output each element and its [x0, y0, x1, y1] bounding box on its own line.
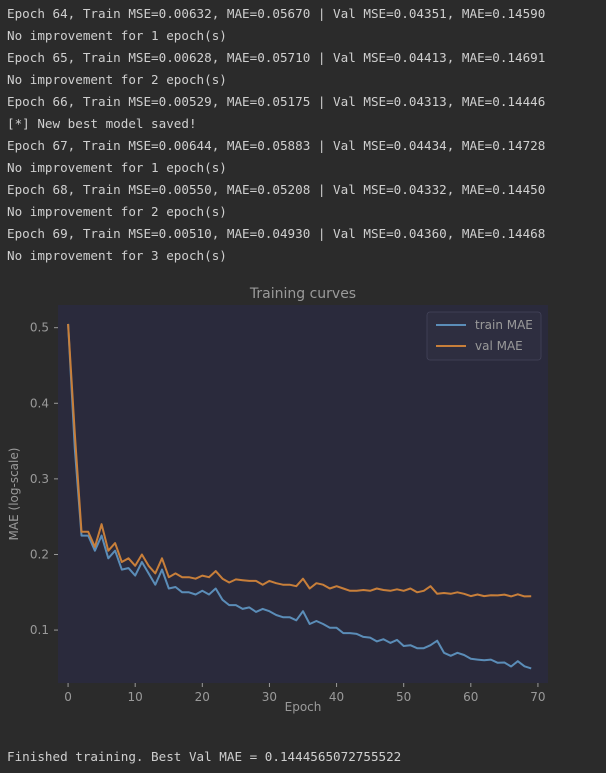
y-tick-label: 0.4	[30, 396, 49, 410]
x-tick-label: 40	[329, 690, 344, 704]
x-tick-label: 50	[396, 690, 411, 704]
legend: train MAE val MAE	[426, 311, 542, 361]
log-line: No improvement for 1 epoch(s)	[7, 160, 227, 175]
log-line: Epoch 69, Train MSE=0.00510, MAE=0.04930…	[7, 226, 546, 241]
plot-area	[58, 305, 548, 683]
series-line-val-mae	[67, 323, 532, 598]
y-axis-label: MAE (log-scale)	[7, 448, 21, 541]
log-line: No improvement for 3 epoch(s)	[7, 248, 227, 263]
log-line: Epoch 68, Train MSE=0.00550, MAE=0.05208…	[7, 182, 546, 197]
x-axis-ticks: 0 10 20 30 40 50 60 70	[64, 683, 546, 704]
log-line: Epoch 66, Train MSE=0.00529, MAE=0.05175…	[7, 94, 546, 109]
y-axis-ticks: 0.1 0.2 0.3 0.4 0.5	[30, 321, 58, 637]
series-layer	[67, 323, 532, 670]
x-tick-label: 60	[463, 690, 478, 704]
legend-label-train: train MAE	[475, 318, 533, 332]
console-output: Epoch 64, Train MSE=0.00632, MAE=0.05670…	[7, 3, 602, 267]
chart-title: Training curves	[249, 286, 356, 302]
log-line: No improvement for 2 epoch(s)	[7, 72, 227, 87]
log-line: No improvement for 2 epoch(s)	[7, 204, 227, 219]
log-line: No improvement for 1 epoch(s)	[7, 28, 227, 43]
y-tick-label: 0.1	[30, 623, 49, 637]
y-tick-label: 0.5	[30, 321, 49, 335]
x-tick-label: 10	[128, 690, 143, 704]
x-tick-label: 70	[530, 690, 545, 704]
log-line: Epoch 64, Train MSE=0.00632, MAE=0.05670…	[7, 6, 546, 21]
y-tick-label: 0.2	[30, 547, 49, 561]
y-tick-label: 0.3	[30, 472, 49, 486]
chart-svg: Training curves Epoch MAE (log-scale) 0 1…	[0, 280, 606, 720]
x-tick-label: 0	[64, 690, 72, 704]
log-line: [*] New best model saved!	[7, 116, 197, 131]
x-axis-label: Epoch	[285, 700, 322, 714]
series-line-train-mae	[67, 323, 532, 670]
log-line: Epoch 65, Train MSE=0.00628, MAE=0.05710…	[7, 50, 546, 65]
x-tick-label: 20	[195, 690, 210, 704]
log-line: Epoch 67, Train MSE=0.00644, MAE=0.05883…	[7, 138, 546, 153]
x-tick-label: 30	[262, 690, 277, 704]
training-summary-line: Finished training. Best Val MAE = 0.1444…	[7, 749, 402, 764]
training-curves-chart: Training curves Epoch MAE (log-scale) 0 1…	[0, 280, 606, 720]
legend-label-val: val MAE	[475, 339, 523, 353]
